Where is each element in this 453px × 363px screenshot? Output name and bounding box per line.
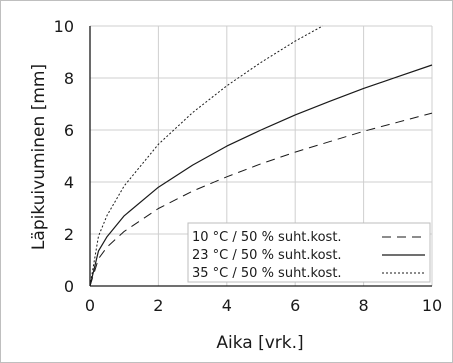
- y-tick-label: 4: [64, 173, 74, 192]
- tick-labels: 0 2 4 6 8 10 0 2 4 6 8 10: [54, 17, 443, 315]
- legend-label-10c: 10 °C / 50 % suht.kost.: [192, 230, 342, 245]
- y-tick-label: 2: [64, 225, 74, 244]
- x-tick-label: 2: [153, 296, 163, 315]
- x-tick-label: 0: [85, 296, 95, 315]
- legend-label-23c: 23 °C / 50 % suht.kost.: [192, 248, 342, 263]
- y-tick-label: 0: [64, 277, 74, 296]
- legend-box: [187, 222, 431, 283]
- y-tick-label: 10: [54, 17, 74, 36]
- series-lines: [89, 25, 433, 287]
- series-line-35c: [89, 25, 323, 287]
- y-tick-label: 8: [64, 69, 74, 88]
- y-tick-label: 6: [64, 121, 74, 140]
- series-line-23c: [89, 64, 433, 287]
- legend-label-35c: 35 °C / 50 % suht.kost.: [192, 266, 342, 281]
- y-axis-label: Läpikuivuminen [mm]: [29, 64, 49, 250]
- legend: 10 °C / 50 % suht.kost. 23 °C / 50 % suh…: [187, 222, 431, 283]
- x-tick-label: 10: [422, 296, 442, 315]
- x-tick-label: 6: [290, 296, 300, 315]
- x-axis-label: Aika [vrk.]: [216, 333, 303, 353]
- x-tick-label: 8: [359, 296, 369, 315]
- series-line-10c: [89, 112, 433, 287]
- x-tick-label: 4: [222, 296, 232, 315]
